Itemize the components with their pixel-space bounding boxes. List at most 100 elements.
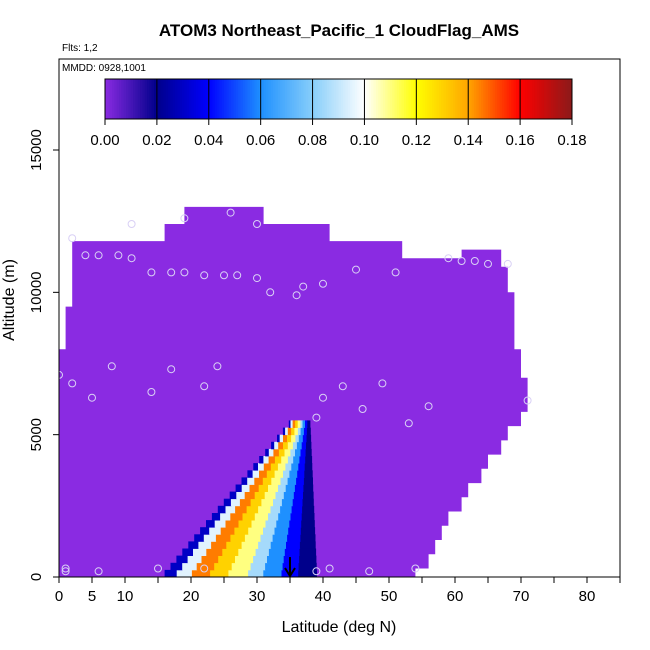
band-cell bbox=[305, 448, 312, 457]
colorbar-swatch bbox=[541, 79, 545, 119]
colorbar-swatch bbox=[282, 79, 286, 119]
colorbar-swatch bbox=[128, 79, 132, 119]
colorbar-swatch bbox=[396, 79, 400, 119]
colorbar-swatch bbox=[350, 79, 354, 119]
cursor-arrow bbox=[284, 557, 296, 578]
colorbar-swatch bbox=[513, 79, 517, 119]
colorbar-swatch bbox=[184, 79, 188, 119]
sample-point bbox=[68, 379, 77, 388]
colorbar-swatch bbox=[399, 79, 403, 119]
band-cell bbox=[288, 527, 302, 535]
sample-point bbox=[391, 268, 400, 277]
band-cell bbox=[254, 491, 266, 500]
x-tick-label: 0 bbox=[55, 588, 63, 605]
sample-point bbox=[233, 271, 242, 280]
colorbar-swatch bbox=[455, 79, 459, 119]
band-cell bbox=[305, 420, 308, 428]
band-cell bbox=[258, 541, 272, 549]
band-cell bbox=[265, 448, 270, 457]
colorbar-swatch bbox=[357, 79, 361, 119]
band-cell bbox=[266, 470, 276, 478]
band-cell bbox=[291, 427, 295, 436]
colorbar-swatch bbox=[261, 79, 265, 119]
band-cell bbox=[230, 498, 241, 507]
band-cell bbox=[272, 534, 288, 542]
band-cell bbox=[182, 562, 198, 571]
colorbar-swatch bbox=[107, 79, 111, 119]
band-cell bbox=[293, 456, 301, 464]
sample-point bbox=[61, 567, 70, 576]
band-cell bbox=[223, 498, 232, 507]
colorbar-swatch bbox=[168, 79, 171, 119]
colorbar-swatch bbox=[266, 79, 269, 119]
band-cell bbox=[235, 484, 243, 492]
x-axis: 0 5 10 20 30 40 50 60 70 80 bbox=[55, 577, 621, 605]
colorbar-swatch bbox=[214, 79, 218, 119]
colorbar-swatch bbox=[238, 79, 241, 119]
colorbar-swatch bbox=[452, 79, 456, 119]
y-axis-label: Altitude (m) bbox=[1, 259, 18, 341]
sample-point bbox=[457, 257, 466, 265]
colorbar-tick-label: 0.18 bbox=[557, 132, 586, 149]
colorbar-swatch bbox=[105, 79, 108, 119]
colorbar-swatch bbox=[490, 79, 494, 119]
colorbar-swatch bbox=[144, 79, 148, 119]
colorbar-swatch bbox=[268, 79, 272, 119]
band-cell bbox=[303, 484, 314, 492]
colorbar-swatch bbox=[464, 79, 468, 119]
band-cell bbox=[214, 520, 227, 528]
band-cell bbox=[287, 534, 301, 542]
band-cell bbox=[218, 555, 236, 564]
band-cell bbox=[281, 456, 289, 464]
band-cell bbox=[239, 498, 252, 507]
sample-point bbox=[147, 268, 156, 277]
colorbar-swatch bbox=[291, 79, 295, 119]
sample-point bbox=[312, 413, 321, 422]
colorbar-swatch bbox=[555, 79, 559, 119]
colorbar-swatch bbox=[373, 79, 377, 119]
band-cell bbox=[304, 470, 313, 478]
band-cell bbox=[274, 527, 289, 535]
x-tick-label: 30 bbox=[249, 588, 266, 605]
colorbar-swatch bbox=[245, 79, 248, 119]
band-cell bbox=[241, 477, 248, 485]
band-cell bbox=[222, 548, 239, 556]
flights-annotation: Flts: 1,2 bbox=[62, 43, 98, 54]
colorbar-swatch bbox=[408, 79, 412, 119]
band-cell bbox=[250, 562, 266, 571]
band-cell bbox=[200, 527, 210, 535]
colorbar-swatch bbox=[119, 79, 122, 119]
colorbar-swatch bbox=[413, 79, 417, 119]
colorbar-swatch bbox=[443, 79, 447, 119]
colorbar-swatch bbox=[569, 79, 573, 119]
band-cell bbox=[307, 420, 311, 428]
colorbar-swatch bbox=[499, 79, 503, 119]
colorbar-swatch bbox=[198, 79, 202, 119]
band-cell bbox=[287, 427, 292, 436]
band-cell bbox=[283, 491, 295, 500]
colorbar-swatch bbox=[457, 79, 461, 119]
colorbar-swatch bbox=[371, 79, 375, 119]
sample-point bbox=[220, 271, 228, 280]
colorbar-swatch bbox=[378, 79, 382, 119]
band-cell bbox=[268, 513, 279, 521]
sample-point bbox=[378, 379, 387, 388]
colorbar-swatch bbox=[186, 79, 190, 119]
band-cell bbox=[280, 477, 289, 485]
colorbar-swatch bbox=[263, 79, 267, 119]
y-tick-label: 10000 bbox=[28, 271, 45, 313]
band-cell bbox=[306, 441, 312, 450]
colorbar-swatch bbox=[140, 79, 143, 119]
colorbar-swatch bbox=[366, 79, 370, 119]
band-cell bbox=[176, 569, 193, 577]
band-cell bbox=[283, 470, 291, 478]
colorbar-swatch bbox=[380, 79, 384, 119]
colorbar-swatch bbox=[200, 79, 204, 119]
colorbar-swatch bbox=[289, 79, 293, 119]
colorbar-swatch bbox=[422, 79, 426, 119]
colorbar-swatch bbox=[270, 79, 274, 119]
colorbar-swatch bbox=[473, 79, 477, 119]
sample-point bbox=[88, 393, 96, 402]
colorbar-swatch bbox=[394, 79, 398, 119]
colorbar-swatch bbox=[203, 79, 206, 119]
